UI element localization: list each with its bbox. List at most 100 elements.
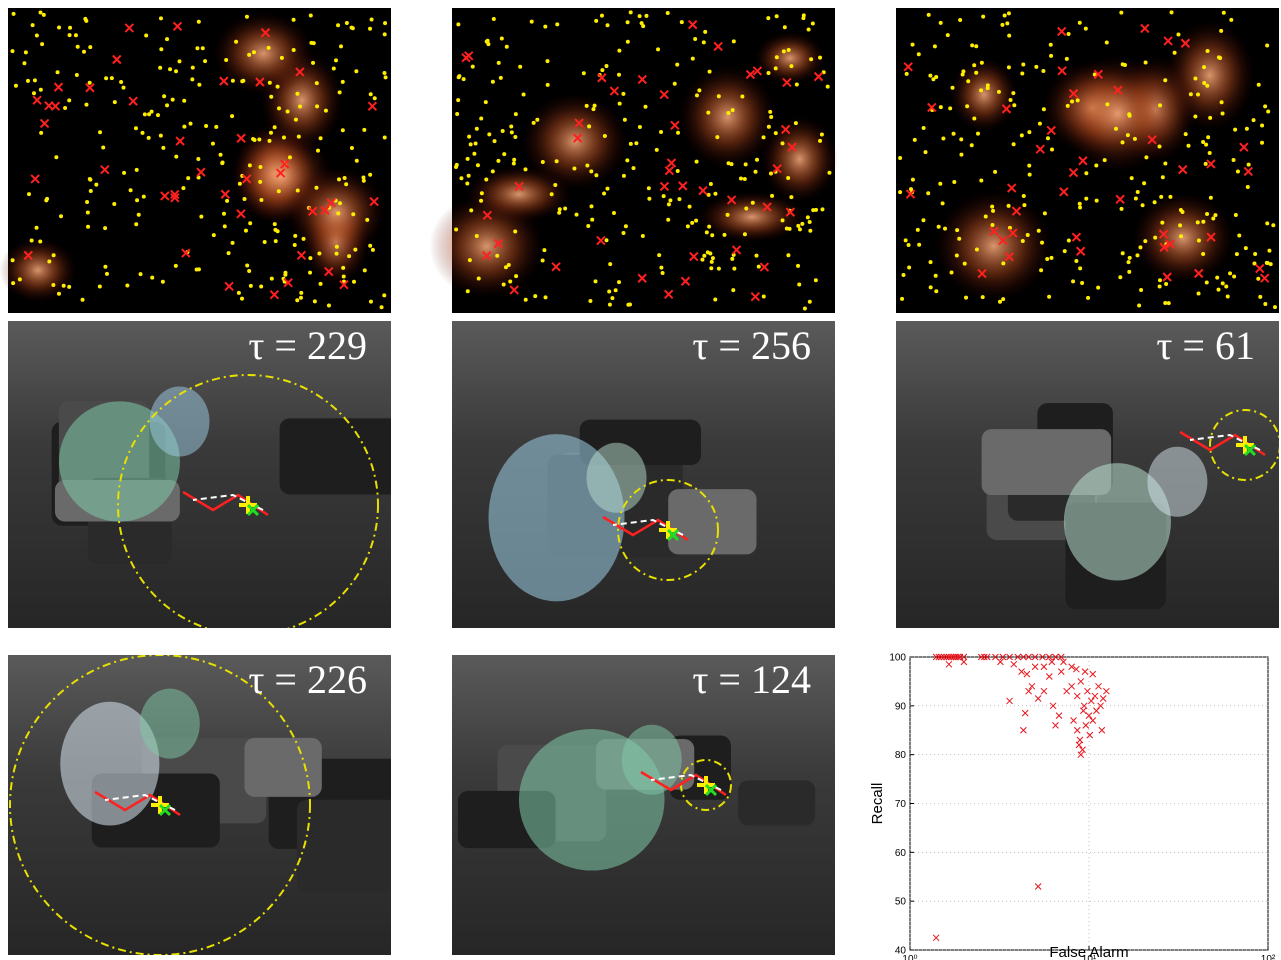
feature-dot bbox=[353, 248, 357, 252]
feature-dot bbox=[492, 17, 496, 21]
feature-dot bbox=[928, 74, 932, 78]
feature-dot bbox=[1144, 155, 1148, 159]
feature-dot bbox=[496, 159, 500, 163]
feature-dot bbox=[475, 234, 479, 238]
feature-dot bbox=[369, 92, 373, 96]
feature-dot bbox=[1007, 11, 1011, 15]
feature-dot bbox=[1153, 236, 1157, 240]
feature-dot bbox=[1065, 57, 1069, 61]
feature-dot bbox=[522, 92, 526, 96]
feature-dot bbox=[900, 297, 904, 301]
attention-region bbox=[587, 443, 647, 513]
feature-dot bbox=[911, 178, 915, 182]
feature-dot bbox=[1137, 303, 1141, 307]
feature-dot bbox=[1007, 65, 1011, 69]
feature-dot bbox=[1084, 197, 1088, 201]
feature-dot bbox=[1256, 277, 1260, 281]
feature-dot bbox=[12, 12, 16, 16]
feature-dot bbox=[368, 244, 372, 248]
feature-dot bbox=[1127, 270, 1131, 274]
feature-dot bbox=[273, 222, 277, 226]
feature-dot bbox=[352, 280, 356, 284]
feature-dot bbox=[308, 256, 312, 260]
feature-dot bbox=[1042, 107, 1046, 111]
feature-dot bbox=[465, 181, 469, 185]
feature-dot bbox=[51, 283, 55, 287]
feature-dot bbox=[972, 63, 976, 67]
feature-dot bbox=[332, 67, 336, 71]
feature-dot bbox=[342, 275, 346, 279]
feature-dot bbox=[113, 100, 117, 104]
feature-dot bbox=[1197, 238, 1201, 242]
feature-dot bbox=[1265, 261, 1269, 265]
feature-dot bbox=[600, 68, 604, 72]
feature-dot bbox=[319, 282, 323, 286]
feature-dot bbox=[1001, 297, 1005, 301]
feature-dot bbox=[722, 233, 726, 237]
feature-dot bbox=[499, 76, 503, 80]
feature-dot bbox=[997, 90, 1001, 94]
feature-dot bbox=[231, 241, 235, 245]
feature-dot bbox=[89, 189, 93, 193]
feature-dot bbox=[137, 213, 141, 217]
feature-dot bbox=[934, 289, 938, 293]
feature-dot bbox=[557, 211, 561, 215]
feature-dot bbox=[976, 132, 980, 136]
feature-dot bbox=[808, 229, 812, 233]
feature-dot bbox=[1158, 278, 1162, 282]
feature-dot bbox=[602, 192, 606, 196]
feature-dot bbox=[286, 110, 290, 114]
feature-dot bbox=[1205, 280, 1209, 284]
feature-dot bbox=[694, 219, 698, 223]
y-tick-label: 60 bbox=[895, 848, 907, 859]
feature-dot bbox=[199, 215, 203, 219]
feature-dot bbox=[142, 195, 146, 199]
feature-dot bbox=[818, 56, 822, 60]
feature-dot bbox=[47, 260, 51, 264]
feature-dot bbox=[309, 13, 313, 17]
feature-dot bbox=[979, 88, 983, 92]
feature-dot bbox=[524, 298, 528, 302]
feature-dot bbox=[221, 161, 225, 165]
feature-dot bbox=[541, 258, 545, 262]
feature-dot bbox=[700, 258, 704, 262]
feature-dot bbox=[1012, 142, 1016, 146]
feature-dot bbox=[162, 94, 166, 98]
feature-dot bbox=[781, 141, 785, 145]
feature-dot bbox=[135, 198, 139, 202]
feature-dot bbox=[161, 280, 165, 284]
feature-dot bbox=[296, 189, 300, 193]
feature-dot bbox=[22, 61, 26, 65]
feature-dot bbox=[219, 153, 223, 157]
feature-dot bbox=[1260, 141, 1264, 145]
feature-dot bbox=[362, 128, 366, 132]
feature-dot bbox=[484, 100, 488, 104]
feature-dot bbox=[1000, 23, 1004, 27]
feature-dot bbox=[939, 105, 943, 109]
feature-dot bbox=[993, 170, 997, 174]
feature-dot bbox=[315, 81, 319, 85]
glow bbox=[1061, 55, 1175, 172]
feature-dot bbox=[11, 281, 15, 285]
feature-dot bbox=[961, 72, 965, 76]
scene-object bbox=[297, 800, 406, 893]
feature-dot bbox=[624, 224, 628, 228]
feature-dot bbox=[972, 117, 976, 121]
feature-dot bbox=[1037, 229, 1041, 233]
feature-dot bbox=[617, 280, 621, 284]
feature-dot bbox=[803, 306, 807, 310]
feature-dot bbox=[676, 169, 680, 173]
feature-dot bbox=[740, 94, 744, 98]
feature-dot bbox=[1021, 239, 1025, 243]
feature-dot bbox=[626, 303, 630, 307]
y-tick-label: 100 bbox=[889, 653, 906, 664]
feature-dot bbox=[586, 224, 590, 228]
feature-dot bbox=[1205, 212, 1209, 216]
feature-dot bbox=[350, 146, 354, 150]
feature-dot bbox=[101, 146, 105, 150]
feature-dot bbox=[252, 50, 256, 54]
feature-dot bbox=[94, 183, 98, 187]
feature-dot bbox=[1138, 245, 1142, 249]
feature-dot bbox=[243, 197, 247, 201]
feature-dot bbox=[1134, 197, 1138, 201]
